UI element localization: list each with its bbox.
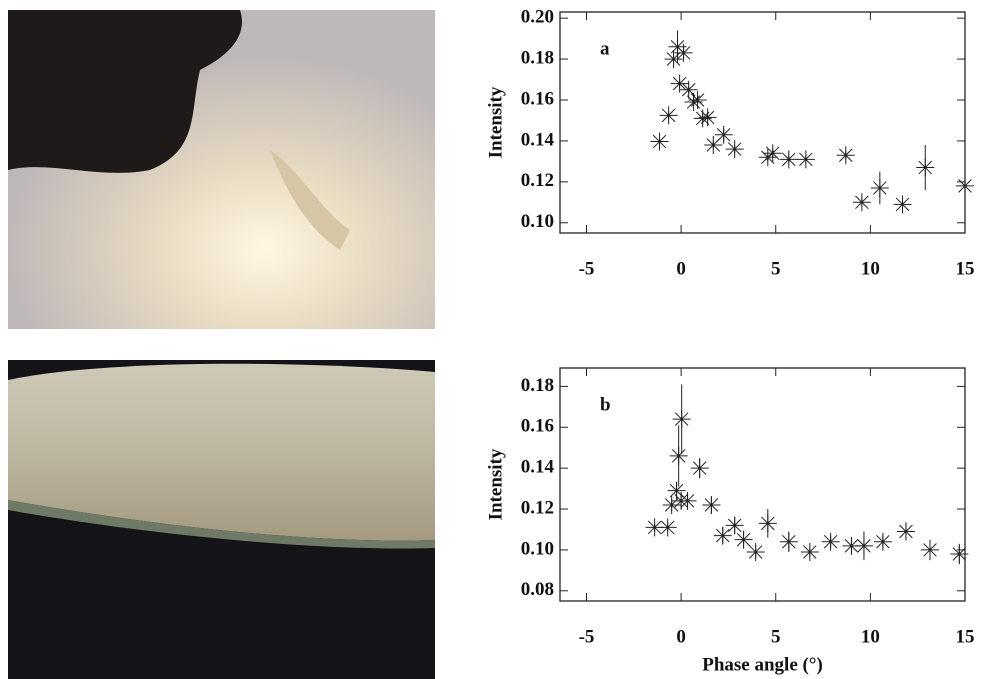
data-point	[693, 109, 712, 128]
data-point	[821, 532, 840, 551]
data-point	[950, 544, 969, 563]
data-point	[842, 536, 861, 555]
y-tick-label: 0.10	[521, 211, 554, 232]
data-point	[667, 481, 686, 500]
y-tick-label: 0.16	[521, 88, 554, 109]
photo-snow-surface	[8, 10, 435, 329]
y-axis-label: Intensity	[485, 448, 506, 520]
data-point	[779, 150, 798, 169]
data-point	[674, 43, 693, 62]
x-tick-label: 0	[676, 258, 686, 279]
x-tick-label: 10	[861, 258, 880, 279]
data-point	[650, 132, 669, 151]
data-point	[896, 522, 915, 541]
data-point	[698, 108, 717, 127]
y-tick-label: 0.18	[521, 375, 554, 396]
data-point	[702, 495, 721, 514]
data-point	[704, 136, 723, 155]
data-point	[725, 140, 744, 159]
y-tick-label: 0.12	[521, 497, 554, 518]
data-point	[713, 526, 732, 545]
data-point	[763, 144, 782, 163]
x-axis-label: Phase angle (°)	[702, 654, 823, 675]
data-point	[658, 518, 677, 537]
y-tick-label: 0.12	[521, 170, 554, 191]
y-tick-label: 0.18	[521, 47, 554, 68]
y-tick-label: 0.08	[521, 579, 554, 600]
data-point	[714, 125, 733, 144]
x-tick-label: 15	[956, 626, 975, 647]
x-tick-label: -5	[579, 258, 595, 279]
data-point	[684, 93, 703, 112]
data-point	[920, 540, 939, 559]
x-tick-label: 5	[771, 258, 781, 279]
data-point	[852, 193, 871, 212]
x-tick-label: 0	[676, 626, 686, 647]
y-tick-label: 0.14	[521, 129, 555, 150]
data-point	[678, 491, 697, 510]
data-point	[664, 50, 683, 69]
data-point	[956, 176, 974, 195]
x-tick-label: -5	[579, 626, 595, 647]
panel-label: a	[600, 38, 610, 59]
y-tick-label: 0.14	[521, 457, 555, 478]
data-point	[758, 148, 777, 167]
data-point	[854, 536, 873, 555]
data-point	[662, 495, 681, 514]
y-axis-label: Intensity	[485, 86, 506, 158]
data-point	[659, 106, 678, 125]
data-point	[870, 178, 889, 197]
data-point	[688, 90, 707, 109]
data-point	[873, 532, 892, 551]
data-point	[800, 542, 819, 561]
y-tick-label: 0.20	[521, 6, 554, 27]
data-point	[672, 410, 691, 429]
data-point	[758, 514, 777, 533]
x-tick-label: 5	[771, 626, 781, 647]
panel-label: b	[600, 394, 611, 415]
data-point	[893, 195, 912, 214]
data-point	[669, 446, 688, 465]
photo-snow-sample	[8, 360, 435, 679]
y-tick-label: 0.16	[521, 416, 554, 437]
data-point	[916, 158, 935, 177]
x-tick-label: 15	[956, 258, 975, 279]
data-point	[836, 146, 855, 165]
x-tick-label: 10	[861, 626, 880, 647]
data-point	[670, 74, 689, 93]
data-point	[679, 80, 698, 99]
data-point	[796, 150, 815, 169]
plot-frame	[559, 11, 966, 234]
data-point	[734, 530, 753, 549]
data-point	[645, 518, 664, 537]
data-point	[690, 459, 709, 478]
plot-frame	[559, 367, 966, 602]
data-point	[725, 516, 744, 535]
y-tick-label: 0.10	[521, 538, 554, 559]
data-point	[746, 542, 765, 561]
data-point	[779, 532, 798, 551]
